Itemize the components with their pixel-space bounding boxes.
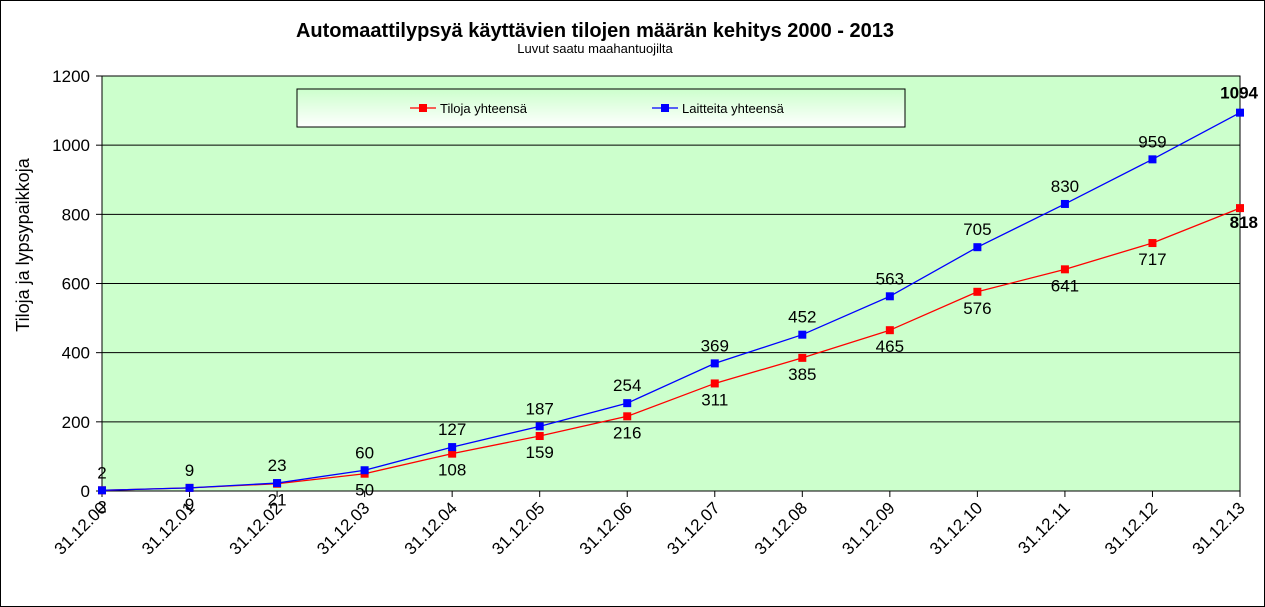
- y-tick-label: 0: [81, 482, 90, 501]
- data-point: [885, 326, 894, 335]
- data-label: 2: [97, 463, 106, 482]
- x-tick-label: 31.12.12: [1101, 498, 1161, 558]
- data-point: [98, 486, 106, 495]
- x-tick-label: 31.12.07: [663, 498, 723, 558]
- data-label: 576: [963, 299, 991, 318]
- data-label: 254: [613, 376, 641, 395]
- data-point: [973, 243, 982, 252]
- data-label: 385: [788, 365, 816, 384]
- data-label: 216: [613, 423, 641, 442]
- legend: Tiloja yhteensä Laitteita yhteensä: [296, 88, 906, 128]
- x-tick-label: 31.12.09: [838, 498, 898, 558]
- series-layer: [98, 108, 1244, 495]
- data-label: 311: [701, 390, 728, 409]
- data-point: [185, 483, 194, 492]
- data-label: 959: [1138, 132, 1166, 151]
- data-label: 9: [185, 461, 194, 480]
- data-labels: 2 9 21 50 108 159 216 311 385 465 576 641 717 818 2 9 23…: [97, 84, 1258, 517]
- data-label: 705: [963, 220, 991, 239]
- legend-label: Tiloja yhteensä: [440, 101, 528, 116]
- data-label: 108: [438, 461, 466, 480]
- data-label: 465: [876, 337, 904, 356]
- data-label: 127: [438, 420, 466, 439]
- data-label: 369: [701, 336, 729, 355]
- y-tick-label: 400: [62, 344, 90, 363]
- data-point: [535, 432, 544, 441]
- data-label: 641: [1051, 276, 1079, 295]
- data-label: 50: [355, 481, 374, 500]
- y-tick-label: 800: [62, 205, 90, 224]
- series-line: [101, 207, 1241, 491]
- data-label: 187: [526, 399, 554, 418]
- data-point: [448, 443, 457, 452]
- data-label: 60: [355, 443, 374, 462]
- y-tick-label: 200: [62, 413, 90, 432]
- data-point: [1236, 204, 1244, 213]
- data-label: 159: [526, 443, 554, 462]
- data-label: 452: [788, 308, 816, 327]
- x-tick-label: 31.12.06: [576, 498, 636, 558]
- data-point: [710, 359, 719, 368]
- data-point: [448, 449, 457, 458]
- x-tick-label: 31.12.05: [488, 498, 548, 558]
- data-point: [1060, 199, 1069, 208]
- data-point: [798, 353, 807, 362]
- data-label: 21: [268, 491, 287, 510]
- x-tick-label: 31.12.04: [401, 498, 461, 558]
- data-label: 717: [1138, 250, 1166, 269]
- x-tick-label: 31.12.11: [1014, 498, 1073, 557]
- data-label: 23: [268, 456, 287, 475]
- series-line: [101, 112, 1241, 491]
- chart-subtitle: Luvut saatu maahantuojilta: [517, 41, 673, 56]
- data-point: [1148, 155, 1157, 164]
- gridlines: [102, 144, 1240, 423]
- data-point: [273, 479, 282, 488]
- data-label: 9: [185, 495, 194, 514]
- data-label: 2: [97, 497, 106, 516]
- data-point: [623, 399, 632, 408]
- data-label: 818: [1230, 213, 1258, 232]
- y-axis-label: Tiloja ja lypsypaikkoja: [13, 157, 33, 331]
- legend-marker: [661, 104, 669, 112]
- data-point: [885, 292, 894, 301]
- data-point: [623, 412, 632, 421]
- chart-title: Automaattilypsyä käyttävien tilojen määr…: [296, 20, 894, 42]
- x-tick-label: 31.12.03: [313, 498, 373, 558]
- x-tick-label: 31.12.08: [751, 498, 811, 558]
- data-point: [710, 379, 719, 388]
- legend-box: [296, 88, 906, 128]
- data-point: [798, 330, 807, 339]
- data-point: [1236, 108, 1244, 117]
- y-tick-label: 1200: [52, 67, 90, 86]
- data-label: 563: [876, 269, 904, 288]
- data-point: [1060, 265, 1069, 274]
- data-point: [360, 466, 369, 475]
- data-point: [535, 422, 544, 431]
- y-tick-label: 1000: [52, 136, 90, 155]
- data-label: 1094: [1220, 84, 1258, 103]
- y-tick-label: 600: [62, 275, 90, 294]
- data-point: [1148, 239, 1157, 248]
- x-tick-label: 31.12.13: [1189, 498, 1249, 558]
- legend-marker: [419, 104, 427, 112]
- x-tick-label: 31.12.10: [926, 498, 986, 558]
- data-point: [973, 287, 982, 296]
- data-label: 830: [1051, 177, 1079, 196]
- legend-label: Laitteita yhteensä: [682, 101, 785, 116]
